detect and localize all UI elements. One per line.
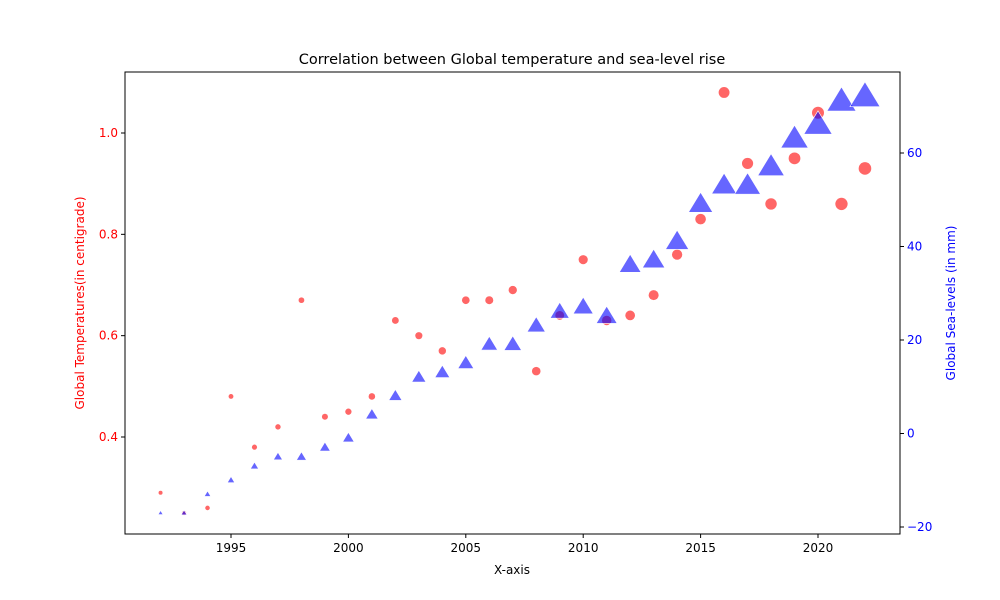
plot-frame: [124, 71, 901, 535]
sea-level-point: [757, 153, 785, 176]
sea-level-point: [780, 124, 809, 149]
temperature-point: [695, 213, 706, 225]
temperature-point: [228, 394, 234, 399]
sea-level-point: [226, 475, 236, 483]
x-tick-label: 2005: [451, 541, 482, 555]
right-y-tick-label: 20: [907, 333, 922, 347]
temperature-point: [251, 444, 258, 450]
temperature-point: [391, 317, 399, 324]
right-y-axis-title: Global Sea-levels (in mm): [944, 226, 958, 381]
chart-title: Correlation between Global temperature a…: [299, 52, 726, 68]
sea-level-point: [434, 364, 451, 378]
left-y-tick-label: 1.0: [99, 126, 118, 140]
left-y-tick-label: 0.6: [99, 329, 118, 343]
sea-level-point: [664, 229, 690, 250]
temperature-point: [718, 87, 730, 98]
temperature-point: [671, 249, 683, 260]
sea-level-point: [826, 86, 857, 112]
temperature-point: [438, 347, 447, 355]
temperature-point: [508, 285, 517, 295]
temperature-point: [205, 505, 210, 511]
sea-level-point: [249, 461, 260, 470]
x-tick-label: 2020: [803, 541, 834, 555]
temperature-point: [625, 310, 636, 321]
left-y-axis-title: Global Temperatures(in centigrade): [73, 196, 87, 409]
sea-level-point: [480, 335, 499, 351]
sea-level-point: [526, 316, 546, 333]
temperature-series: [158, 87, 872, 516]
sea-level-point: [318, 441, 331, 452]
sea-level-point: [388, 388, 403, 401]
sea-level-point: [457, 354, 475, 369]
temperature-point: [345, 408, 352, 415]
sea-level-point: [503, 335, 523, 351]
right-y-axis-ticks: −20 0 20 40 60: [900, 146, 932, 534]
sea-level-point: [595, 305, 618, 324]
x-tick-label: 2000: [333, 541, 364, 555]
sea-level-point: [849, 81, 881, 107]
temperature-point: [158, 490, 163, 495]
temperature-point: [531, 366, 541, 376]
temperature-point: [275, 424, 281, 430]
temperature-point: [321, 413, 328, 420]
temperature-point: [368, 393, 376, 400]
sea-level-point: [411, 369, 427, 383]
sea-level-series: [157, 81, 881, 516]
sea-level-point: [295, 451, 307, 461]
sea-level-point: [157, 509, 164, 515]
sea-level-point: [618, 253, 642, 273]
sea-level-point: [803, 110, 833, 135]
sea-level-point: [641, 248, 666, 269]
temperature-point: [788, 152, 801, 165]
temperature-point: [485, 296, 494, 305]
temperature-point: [858, 162, 872, 175]
temperature-point: [765, 198, 777, 210]
left-y-tick-label: 0.8: [99, 227, 118, 241]
temperature-point: [298, 297, 305, 304]
right-y-tick-label: 60: [907, 146, 922, 160]
sea-level-point: [342, 431, 355, 443]
temperature-point: [648, 290, 659, 301]
temperature-point: [741, 157, 754, 169]
sea-level-point: [272, 451, 284, 461]
x-axis-title: X-axis: [494, 563, 530, 577]
temperature-point: [461, 296, 470, 305]
sea-level-point: [549, 301, 570, 319]
right-y-tick-label: −20: [907, 520, 932, 534]
x-tick-label: 1995: [216, 541, 247, 555]
temperature-point: [578, 255, 588, 265]
right-y-tick-label: 0: [907, 427, 915, 441]
sea-level-point: [365, 407, 379, 420]
x-tick-label: 2010: [568, 541, 599, 555]
left-y-tick-label: 0.4: [99, 430, 118, 444]
sea-level-point: [203, 490, 212, 497]
sea-level-point: [180, 509, 188, 516]
temperature-point: [415, 332, 423, 340]
sea-level-point: [687, 191, 714, 213]
sea-level-point: [572, 296, 594, 315]
temperature-point: [835, 197, 848, 211]
x-axis-ticks: 1995 2000 2005 2010 2015 2020: [216, 534, 834, 555]
right-y-tick-label: 40: [907, 240, 922, 254]
sea-level-point: [734, 172, 762, 195]
sea-level-point: [711, 172, 738, 195]
left-y-axis-ticks: 0.4 0.6 0.8 1.0: [99, 126, 125, 444]
x-tick-label: 2015: [685, 541, 716, 555]
